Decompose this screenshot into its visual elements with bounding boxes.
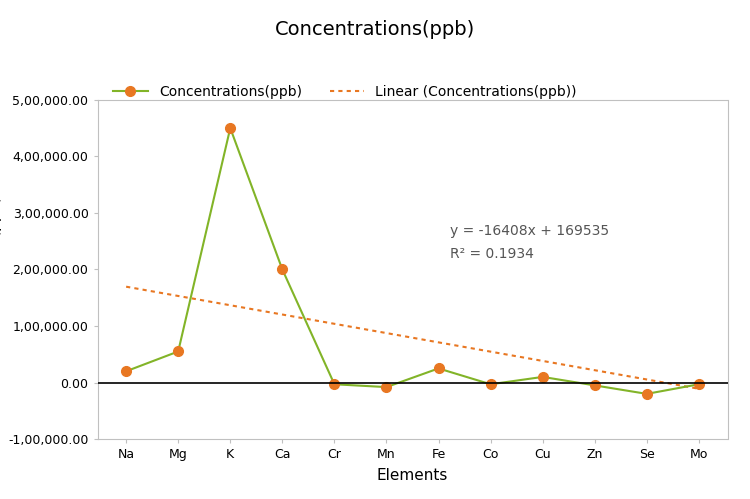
Y-axis label: Concentration(ppb): Concentration(ppb) — [0, 195, 2, 344]
Text: y = -16408x + 169535
R² = 0.1934: y = -16408x + 169535 R² = 0.1934 — [450, 224, 610, 260]
Text: Concentrations(ppb): Concentrations(ppb) — [274, 20, 476, 39]
X-axis label: Elements: Elements — [376, 468, 448, 483]
Legend: Concentrations(ppb), Linear (Concentrations(ppb)): Concentrations(ppb), Linear (Concentrati… — [107, 79, 583, 104]
